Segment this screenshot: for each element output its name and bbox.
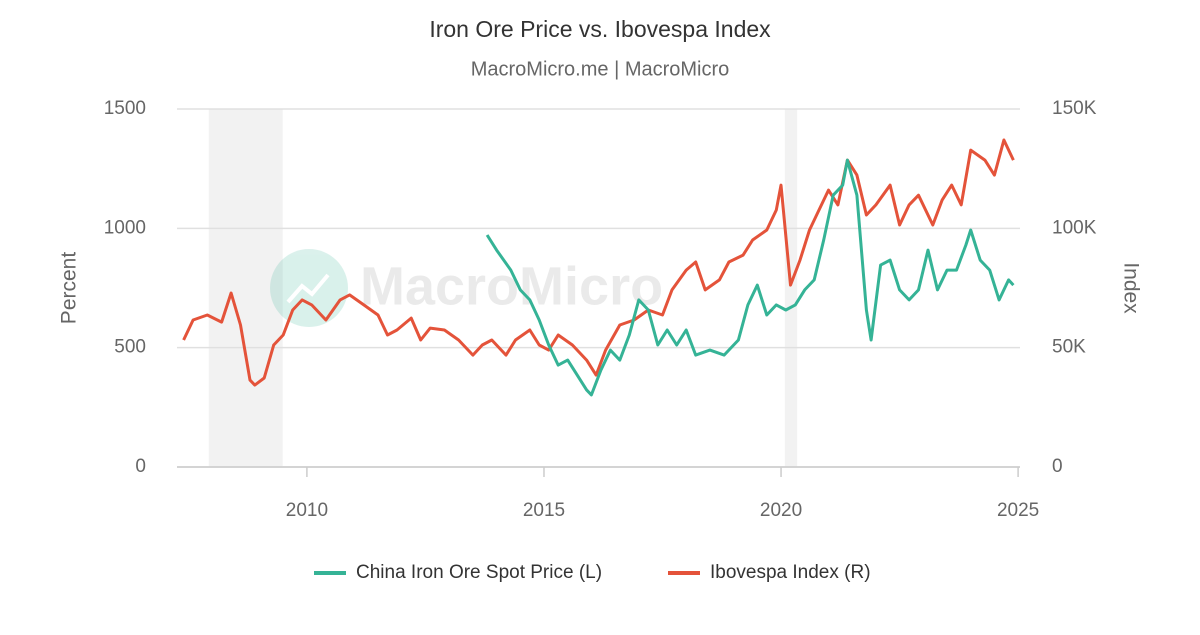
x-tick-label: 2010 bbox=[286, 500, 328, 521]
x-tick-label: 2015 bbox=[523, 500, 565, 521]
shaded-period bbox=[208, 109, 283, 467]
chart-subtitle: MacroMicro.me | MacroMicro bbox=[471, 58, 730, 80]
y-tick-label: 500 bbox=[114, 337, 146, 358]
y-tick-label: 0 bbox=[135, 456, 146, 477]
series-line bbox=[485, 158, 1015, 397]
legend-label: Ibovespa Index (R) bbox=[710, 562, 871, 583]
y-axis-title: Percent bbox=[58, 252, 81, 325]
watermark: MacroMicro bbox=[360, 256, 663, 316]
watermark-logo bbox=[270, 249, 348, 327]
shaded-period bbox=[784, 109, 798, 467]
y2-axis-title: Index bbox=[1119, 262, 1142, 314]
series-line bbox=[182, 138, 1015, 387]
x-tick-label: 2025 bbox=[997, 500, 1039, 521]
y2-tick-label: 100K bbox=[1052, 217, 1097, 238]
y-tick-label: 1000 bbox=[104, 217, 146, 238]
chart-title: Iron Ore Price vs. Ibovespa Index bbox=[429, 16, 771, 42]
legend-label: China Iron Ore Spot Price (L) bbox=[356, 562, 602, 583]
y-tick-label: 1500 bbox=[104, 98, 146, 119]
y2-tick-label: 150K bbox=[1052, 98, 1097, 119]
y2-tick-label: 50K bbox=[1052, 337, 1086, 358]
y2-tick-label: 0 bbox=[1052, 456, 1063, 477]
x-tick-label: 2020 bbox=[760, 500, 802, 521]
